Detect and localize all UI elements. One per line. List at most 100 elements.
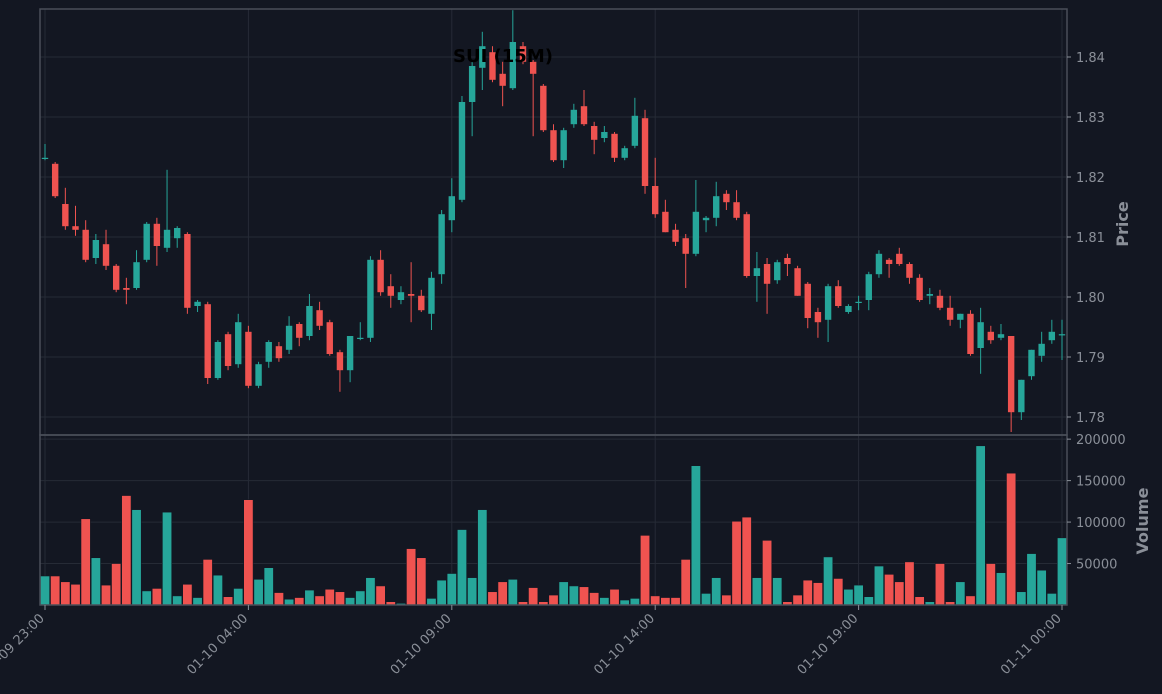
candle-down <box>245 331 252 386</box>
candle-up <box>621 148 628 158</box>
volume-bar <box>650 595 661 606</box>
candle-up <box>1058 334 1066 336</box>
candle-down <box>387 286 394 296</box>
candle-down <box>835 286 842 306</box>
candle-down <box>407 294 415 296</box>
candle-up <box>997 334 1005 338</box>
candle-up <box>174 228 181 239</box>
price-tick-label: 1.84 <box>1076 51 1105 66</box>
candle-up <box>346 336 354 371</box>
candle-down <box>1007 336 1015 413</box>
volume-bar <box>253 578 264 606</box>
candle-up <box>458 102 466 200</box>
candle-up <box>479 46 486 68</box>
volume-bar <box>558 581 569 606</box>
candle-down <box>611 133 618 158</box>
candle-down <box>275 346 283 359</box>
candle-up <box>1028 349 1035 377</box>
candle-down <box>102 244 110 266</box>
candle-up <box>163 229 171 248</box>
candle-up <box>92 240 100 258</box>
volume-bar <box>477 509 488 606</box>
volume-bar <box>731 520 742 606</box>
candle-down <box>153 223 161 246</box>
volume-bar <box>426 598 437 606</box>
candle-up <box>824 286 832 320</box>
candle-up <box>601 132 608 138</box>
price-tick-label: 1.80 <box>1076 291 1105 306</box>
candle-down <box>204 304 211 378</box>
candle-down <box>72 226 79 230</box>
candle-up <box>285 325 293 350</box>
candle-down <box>814 312 822 323</box>
candle-up <box>428 277 435 314</box>
candle-down <box>896 253 903 264</box>
volume-bar <box>507 578 518 606</box>
candle-up <box>448 196 455 221</box>
volume-bar <box>1036 569 1047 606</box>
volume-bar <box>131 509 142 606</box>
volume-bar <box>843 588 854 606</box>
candle-up <box>1038 343 1045 356</box>
volume-bar <box>243 499 254 606</box>
candle-down <box>316 310 323 326</box>
candle-down <box>967 313 974 354</box>
volume-bar <box>314 595 325 606</box>
volume-bar <box>345 597 356 606</box>
candle-up <box>235 322 242 365</box>
volume-bar <box>263 567 274 606</box>
candle-down <box>784 258 791 264</box>
price-axis: 1.78 1.79 1.80 1.81 1.82 1.83 1.84 <box>1067 51 1105 426</box>
candle-down <box>682 238 689 254</box>
volume-bar <box>853 584 864 606</box>
candle-up <box>692 211 700 254</box>
volume-bar <box>823 556 834 606</box>
volume-tick-label: 200000 <box>1076 433 1126 448</box>
candle-down <box>540 85 547 131</box>
candle-down <box>529 61 537 74</box>
volume-bar <box>1016 591 1027 606</box>
candle-down <box>662 211 669 233</box>
volume-bar <box>456 529 467 606</box>
volume-bar <box>660 597 671 606</box>
volume-bar <box>934 563 945 606</box>
volume-bar <box>355 590 366 606</box>
candle-up <box>133 262 140 288</box>
volume-bar <box>80 518 91 606</box>
volume-bar <box>680 559 691 606</box>
volume-bar <box>629 598 640 606</box>
candle-down <box>62 204 69 227</box>
volume-bar <box>873 565 884 606</box>
volume-bar <box>711 577 722 606</box>
candle-down <box>641 118 649 186</box>
volume-bar <box>1006 472 1017 606</box>
volume-bar <box>162 511 173 606</box>
volume-bar <box>833 578 844 606</box>
volume-bar <box>406 548 417 606</box>
candle-down <box>580 106 588 125</box>
volume-bar <box>995 572 1006 606</box>
volume-bar <box>304 589 315 606</box>
volume-panel-frame <box>39 434 1068 606</box>
volume-bar <box>609 588 620 606</box>
candle-up <box>468 66 476 102</box>
volume-bar <box>182 583 193 606</box>
price-tick-label: 1.78 <box>1076 411 1105 426</box>
candle-down <box>804 283 811 318</box>
volume-bar <box>751 577 762 606</box>
volume-axis: 50000 100000 150000 200000 <box>1067 433 1126 573</box>
candle-down <box>743 214 750 276</box>
candle-down <box>987 331 995 341</box>
volume-bar <box>579 586 590 606</box>
volume-bar <box>324 588 335 606</box>
candle-down <box>418 295 425 311</box>
candle-up <box>255 364 262 386</box>
volume-bar <box>334 591 345 606</box>
candle-up <box>1018 379 1025 413</box>
volume-axis-title: Volume <box>1133 487 1152 554</box>
volume-bar <box>741 516 752 606</box>
volume-tick-label: 150000 <box>1076 475 1126 490</box>
volume-bar <box>955 581 966 606</box>
volume-bar <box>202 559 213 606</box>
volume-bar <box>914 596 925 606</box>
